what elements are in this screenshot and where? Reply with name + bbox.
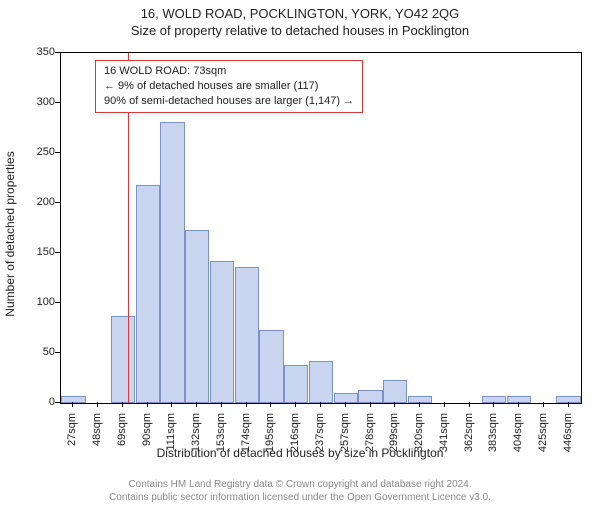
y-tick-label: 150 xyxy=(15,246,55,258)
y-tick-mark xyxy=(55,402,60,403)
chart-title-sub: Size of property relative to detached ho… xyxy=(0,23,600,38)
x-tick-mark xyxy=(122,402,123,407)
y-tick-label: 100 xyxy=(15,296,55,308)
y-tick-mark xyxy=(55,302,60,303)
x-tick-label: 383sqm xyxy=(487,413,499,463)
y-tick-mark xyxy=(55,152,60,153)
x-tick-label: 278sqm xyxy=(364,413,376,463)
x-tick-label: 111sqm xyxy=(165,413,177,463)
y-tick-mark xyxy=(55,202,60,203)
x-tick-mark xyxy=(419,402,420,407)
y-tick-label: 50 xyxy=(15,346,55,358)
x-tick-label: 174sqm xyxy=(240,413,252,463)
histogram-bar xyxy=(160,122,184,403)
x-tick-label: 257sqm xyxy=(339,413,351,463)
annotation-line-1: 16 WOLD ROAD: 73sqm xyxy=(104,64,354,79)
attribution: Contains HM Land Registry data © Crown c… xyxy=(0,478,600,504)
x-tick-mark xyxy=(543,402,544,407)
x-tick-label: 195sqm xyxy=(264,413,276,463)
histogram-bar xyxy=(185,230,209,403)
annotation-box: 16 WOLD ROAD: 73sqm ← 9% of detached hou… xyxy=(95,60,363,113)
x-tick-label: 153sqm xyxy=(215,413,227,463)
x-tick-mark xyxy=(469,402,470,407)
histogram-bar xyxy=(556,396,580,403)
x-tick-mark xyxy=(518,402,519,407)
x-tick-label: 320sqm xyxy=(413,413,425,463)
x-tick-mark xyxy=(246,402,247,407)
x-tick-label: 425sqm xyxy=(537,413,549,463)
x-tick-label: 69sqm xyxy=(116,413,128,463)
histogram-bar xyxy=(210,261,234,403)
histogram-bar xyxy=(235,267,259,403)
x-tick-mark xyxy=(147,402,148,407)
attribution-line-1: Contains HM Land Registry data © Crown c… xyxy=(0,478,600,491)
y-tick-label: 200 xyxy=(15,196,55,208)
x-tick-mark xyxy=(221,402,222,407)
x-tick-mark xyxy=(370,402,371,407)
y-tick-label: 0 xyxy=(15,396,55,408)
x-tick-label: 446sqm xyxy=(562,413,574,463)
x-tick-label: 48sqm xyxy=(91,413,103,463)
y-tick-label: 300 xyxy=(15,96,55,108)
y-tick-label: 350 xyxy=(15,46,55,58)
chart-title-main: 16, WOLD ROAD, POCKLINGTON, YORK, YO42 2… xyxy=(0,6,600,21)
x-tick-mark xyxy=(444,402,445,407)
x-tick-label: 237sqm xyxy=(314,413,326,463)
annotation-line-2: ← 9% of detached houses are smaller (117… xyxy=(104,79,354,94)
histogram-bar xyxy=(111,316,135,403)
x-tick-label: 132sqm xyxy=(190,413,202,463)
x-tick-mark xyxy=(568,402,569,407)
x-tick-mark xyxy=(171,402,172,407)
x-tick-mark xyxy=(196,402,197,407)
y-tick-mark xyxy=(55,252,60,253)
histogram-bar xyxy=(334,393,358,403)
histogram-bar xyxy=(284,365,308,403)
x-tick-mark xyxy=(270,402,271,407)
x-tick-label: 404sqm xyxy=(512,413,524,463)
histogram-bar xyxy=(383,380,407,403)
histogram-bar xyxy=(259,330,283,403)
attribution-line-2: Contains public sector information licen… xyxy=(0,491,600,504)
x-tick-mark xyxy=(394,402,395,407)
y-tick-label: 250 xyxy=(15,146,55,158)
x-tick-mark xyxy=(345,402,346,407)
x-tick-label: 216sqm xyxy=(289,413,301,463)
x-tick-mark xyxy=(295,402,296,407)
x-tick-label: 341sqm xyxy=(438,413,450,463)
histogram-bar xyxy=(136,185,160,403)
x-tick-mark xyxy=(97,402,98,407)
x-tick-label: 27sqm xyxy=(66,413,78,463)
y-tick-mark xyxy=(55,52,60,53)
x-tick-mark xyxy=(72,402,73,407)
x-tick-label: 362sqm xyxy=(463,413,475,463)
y-tick-mark xyxy=(55,352,60,353)
chart-container: Number of detached properties Distributi… xyxy=(0,42,600,462)
x-tick-mark xyxy=(493,402,494,407)
y-tick-mark xyxy=(55,102,60,103)
x-tick-label: 299sqm xyxy=(388,413,400,463)
x-tick-mark xyxy=(320,402,321,407)
histogram-bar xyxy=(309,361,333,403)
x-tick-label: 90sqm xyxy=(141,413,153,463)
annotation-line-3: 90% of semi-detached houses are larger (… xyxy=(104,94,354,109)
